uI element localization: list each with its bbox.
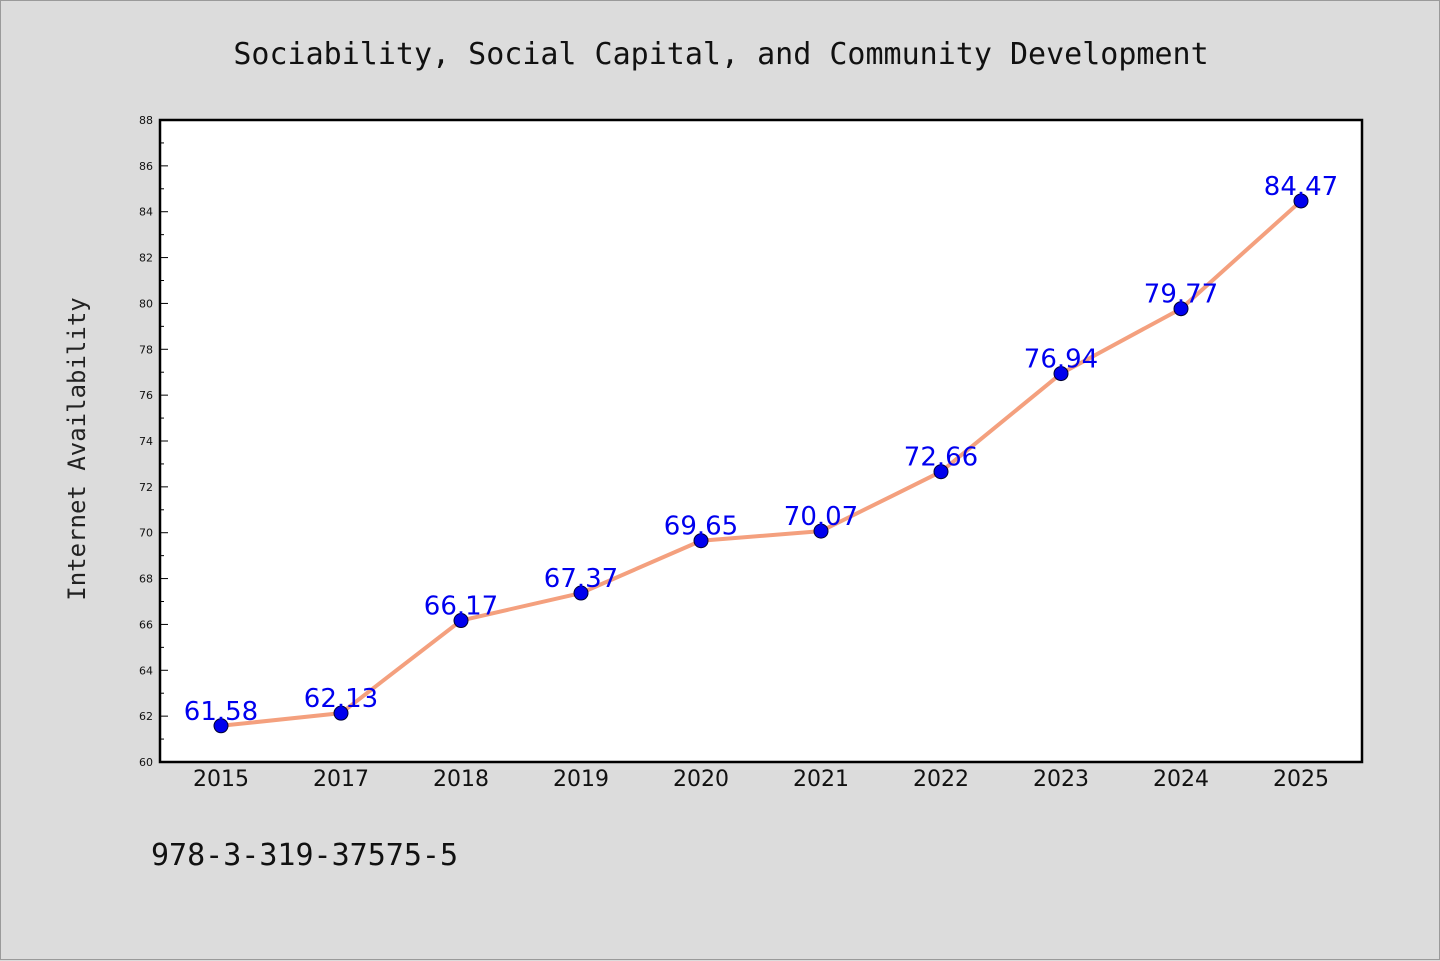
y-tick-label: 62 xyxy=(139,710,153,723)
data-label: 62.13 xyxy=(304,684,378,714)
chart-title: Sociability, Social Capital, and Communi… xyxy=(233,37,1208,72)
y-axis-label: Internet Availability xyxy=(63,297,91,600)
y-axis-ticks: 60 62 64 66 68 70 72 74 76 78 80 82 84 86 88 xyxy=(139,114,168,769)
y-tick-label: 78 xyxy=(139,343,153,356)
data-label: 76.94 xyxy=(1024,345,1098,375)
y-tick-label: 64 xyxy=(139,664,153,677)
data-point xyxy=(333,705,349,721)
y-tick-label: 72 xyxy=(139,481,153,494)
x-tick-label: 2019 xyxy=(553,767,609,792)
x-tick-label: 2018 xyxy=(433,767,489,792)
data-point xyxy=(813,523,829,539)
footnote-isbn: 978-3-319-37575-5 xyxy=(151,838,458,873)
x-tick-label: 2015 xyxy=(193,767,249,792)
data-label: 69.65 xyxy=(664,512,738,542)
series-line xyxy=(219,198,1303,728)
y-tick-label: 70 xyxy=(139,527,153,540)
data-label: 67.37 xyxy=(544,564,618,594)
x-tick-label: 2017 xyxy=(313,767,369,792)
x-tick-label: 2022 xyxy=(913,767,969,792)
y-tick-label: 80 xyxy=(139,297,153,310)
y-tick-label: 76 xyxy=(139,389,153,402)
data-label: 72.66 xyxy=(904,443,978,473)
data-point xyxy=(1053,366,1069,382)
data-series: 61.58 62.13 66.17 67.37 69.65 70.07 72.66 76.94… xyxy=(184,172,1338,734)
y-tick-label: 88 xyxy=(139,114,153,127)
y-tick-label: 84 xyxy=(139,206,153,219)
y-tick-label: 60 xyxy=(139,756,153,769)
data-point xyxy=(1173,301,1189,317)
data-label: 70.07 xyxy=(784,502,858,532)
x-tick-label: 2025 xyxy=(1273,767,1329,792)
data-point xyxy=(693,533,709,549)
data-label: 79.77 xyxy=(1144,280,1218,310)
data-point xyxy=(453,613,469,629)
y-tick-label: 82 xyxy=(139,252,153,265)
x-tick-label: 2023 xyxy=(1033,767,1089,792)
y-tick-label: 86 xyxy=(139,160,153,173)
data-label: 61.58 xyxy=(184,697,258,727)
x-tick-label: 2020 xyxy=(673,767,729,792)
data-point xyxy=(213,718,229,734)
y-tick-label: 74 xyxy=(139,435,153,448)
x-tick-label: 2021 xyxy=(793,767,849,792)
data-label: 84.47 xyxy=(1264,172,1338,202)
x-axis-ticks: 2015 2017 2018 2019 2020 2021 2022 2023 2024 2025 xyxy=(193,767,1329,792)
data-point xyxy=(1293,193,1309,209)
data-point xyxy=(573,585,589,601)
y-tick-label: 66 xyxy=(139,618,153,631)
x-tick-label: 2024 xyxy=(1153,767,1209,792)
y-tick-label: 68 xyxy=(139,573,153,586)
plot-area xyxy=(158,118,1364,764)
data-label: 66.17 xyxy=(424,592,498,622)
data-point xyxy=(933,464,949,480)
